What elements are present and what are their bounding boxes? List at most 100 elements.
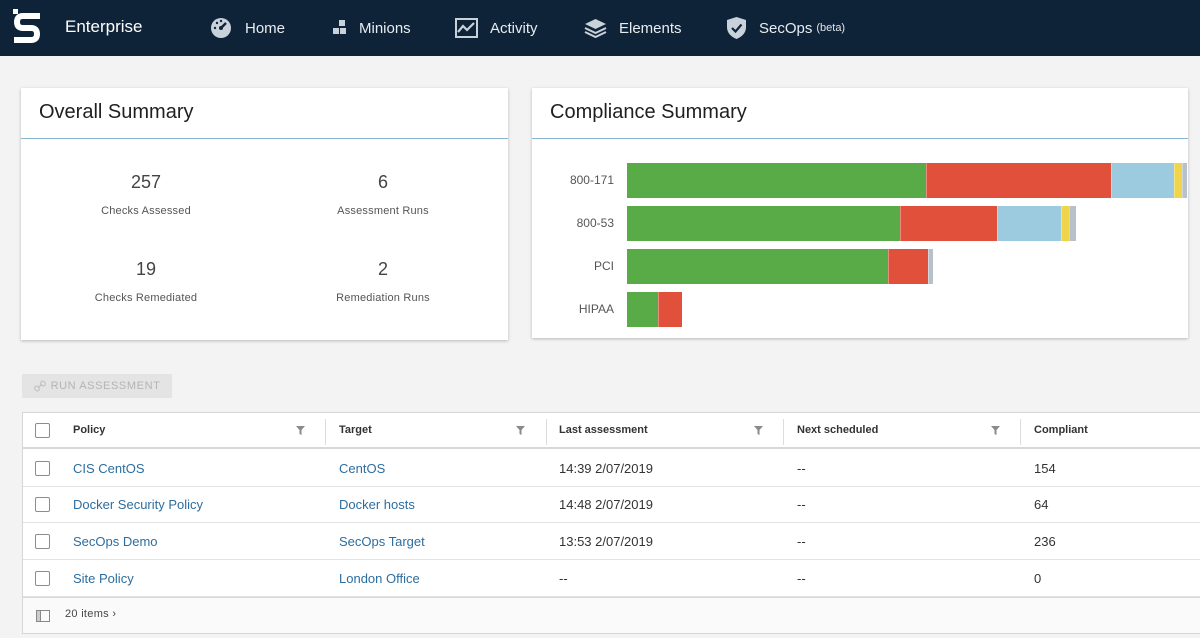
- column-header-last-assessment[interactable]: Last assessment: [559, 424, 648, 436]
- next-scheduled-cell: --: [797, 497, 806, 512]
- table-row[interactable]: Site Policy London Office -- -- 0: [23, 560, 1200, 597]
- nav-minions-label: Minions: [359, 19, 411, 37]
- target-link[interactable]: CentOS: [339, 461, 386, 476]
- bar-segment-other[interactable]: [1181, 163, 1187, 198]
- last-assessment-cell: 13:53 2/07/2019: [559, 534, 653, 549]
- bar-label-pci: PCI: [593, 259, 614, 273]
- salt-logo-icon[interactable]: [10, 7, 44, 47]
- bar-segment-noncompliant[interactable]: [888, 249, 928, 284]
- overall-summary-title: Overall Summary: [39, 101, 194, 123]
- table-row[interactable]: Docker Security Policy Docker hosts 14:4…: [23, 486, 1200, 523]
- filter-icon[interactable]: [516, 426, 525, 435]
- bar-label-800-171: 800-171: [569, 173, 614, 187]
- nav-activity[interactable]: Activity: [455, 14, 538, 42]
- stat-value: 257: [130, 172, 162, 192]
- policy-table: Policy Target Last assessment Next sched…: [22, 412, 1200, 634]
- bar-segment-notapplicable[interactable]: [996, 206, 1062, 241]
- compliant-cell: 0: [1034, 571, 1042, 586]
- pagination-items[interactable]: 20 items ›: [65, 608, 117, 620]
- column-header-target[interactable]: Target: [339, 424, 372, 436]
- column-divider: [783, 419, 784, 445]
- stat-value: 6: [377, 172, 388, 192]
- bar-pci[interactable]: [627, 249, 933, 284]
- bar-label-hipaa: HIPAA: [578, 302, 614, 316]
- run-assessment-button[interactable]: RUN ASSESSMENT: [22, 374, 172, 398]
- activity-chart-icon: [455, 18, 478, 38]
- bar-800-171[interactable]: [627, 163, 1187, 198]
- filter-icon[interactable]: [991, 426, 1000, 435]
- stat-label: Remediation Runs: [336, 292, 430, 304]
- column-divider: [325, 419, 326, 445]
- bar-segment-error[interactable]: [1061, 206, 1070, 241]
- bar-segment-noncompliant[interactable]: [925, 163, 1112, 198]
- nav-elements[interactable]: Elements: [584, 14, 682, 42]
- filter-icon[interactable]: [296, 426, 305, 435]
- policy-link[interactable]: CIS CentOS: [73, 461, 145, 476]
- nav-home[interactable]: Home: [209, 14, 285, 42]
- last-assessment-cell: 14:48 2/07/2019: [559, 497, 653, 512]
- bar-segment-error[interactable]: [1174, 163, 1182, 198]
- bar-segment-noncompliant[interactable]: [900, 206, 997, 241]
- stat-checks-assessed: 257 Checks Assessed: [46, 172, 246, 217]
- compliant-cell: 236: [1034, 534, 1056, 549]
- column-picker-icon[interactable]: [36, 610, 50, 622]
- filter-icon[interactable]: [754, 426, 763, 435]
- column-header-next-scheduled[interactable]: Next scheduled: [797, 424, 879, 436]
- bar-segment-compliant[interactable]: [627, 206, 901, 241]
- next-scheduled-cell: --: [797, 571, 806, 586]
- nav-secops-label: SecOps: [759, 19, 813, 37]
- bar-label-800-53: 800-53: [576, 216, 614, 230]
- bar-hipaa[interactable]: [627, 292, 682, 327]
- link-icon: [33, 380, 46, 392]
- stat-checks-remediated: 19 Checks Remediated: [46, 259, 246, 304]
- compliant-cell: 64: [1034, 497, 1049, 512]
- policy-link[interactable]: Site Policy: [73, 571, 134, 586]
- bar-segment-other[interactable]: [927, 249, 933, 284]
- target-link[interactable]: Docker hosts: [339, 497, 415, 512]
- beta-badge: (beta): [816, 22, 846, 34]
- target-link[interactable]: London Office: [339, 571, 420, 586]
- stat-remediation-runs: 2 Remediation Runs: [283, 259, 483, 304]
- table-row[interactable]: SecOps Demo SecOps Target 13:53 2/07/201…: [23, 523, 1200, 560]
- card-divider: [21, 138, 508, 139]
- bar-segment-compliant[interactable]: [627, 163, 926, 198]
- nav-secops[interactable]: SecOps (beta): [726, 14, 845, 42]
- row-checkbox[interactable]: [35, 534, 50, 549]
- stat-value: 2: [377, 259, 388, 279]
- bar-segment-other[interactable]: [1069, 206, 1077, 241]
- overall-summary-card: Overall Summary 257 Checks Assessed 6 As…: [21, 88, 508, 340]
- table-footer: 20 items ›: [23, 597, 1200, 633]
- stat-label: Checks Remediated: [94, 292, 198, 304]
- bar-segment-notapplicable[interactable]: [1111, 163, 1175, 198]
- bar-segment-noncompliant[interactable]: [657, 292, 682, 327]
- column-divider: [1020, 419, 1021, 445]
- row-checkbox[interactable]: [35, 497, 50, 512]
- last-assessment-cell: 14:39 2/07/2019: [559, 461, 653, 476]
- brand-name[interactable]: Enterprise: [65, 17, 143, 36]
- bar-segment-compliant[interactable]: [627, 292, 658, 327]
- last-assessment-cell: --: [559, 571, 568, 586]
- column-header-compliant[interactable]: Compliant: [1034, 424, 1088, 436]
- column-divider: [546, 419, 547, 445]
- bar-800-53[interactable]: [627, 206, 1077, 241]
- row-checkbox[interactable]: [35, 571, 50, 586]
- target-link[interactable]: SecOps Target: [339, 534, 425, 549]
- compliance-summary-title: Compliance Summary: [550, 101, 747, 123]
- policy-link[interactable]: SecOps Demo: [73, 534, 158, 549]
- table-header: Policy Target Last assessment Next sched…: [23, 413, 1200, 449]
- select-all-checkbox[interactable]: [35, 423, 50, 438]
- compliance-summary-card: Compliance Summary 800-171 800-53 PCI HIPAA: [532, 88, 1188, 338]
- nav-minions[interactable]: Minions: [333, 14, 411, 42]
- stat-assessment-runs: 6 Assessment Runs: [283, 172, 483, 217]
- table-row[interactable]: CIS CentOS CentOS 14:39 2/07/2019 -- 154: [23, 450, 1200, 487]
- bar-segment-compliant[interactable]: [627, 249, 889, 284]
- stat-value: 19: [135, 259, 157, 279]
- next-scheduled-cell: --: [797, 534, 806, 549]
- next-scheduled-cell: --: [797, 461, 806, 476]
- policy-link[interactable]: Docker Security Policy: [73, 497, 204, 512]
- row-checkbox[interactable]: [35, 461, 50, 476]
- card-divider: [532, 138, 1188, 139]
- column-header-policy[interactable]: Policy: [73, 424, 106, 436]
- minions-blocks-icon: [333, 20, 346, 34]
- stat-label: Assessment Runs: [337, 205, 429, 217]
